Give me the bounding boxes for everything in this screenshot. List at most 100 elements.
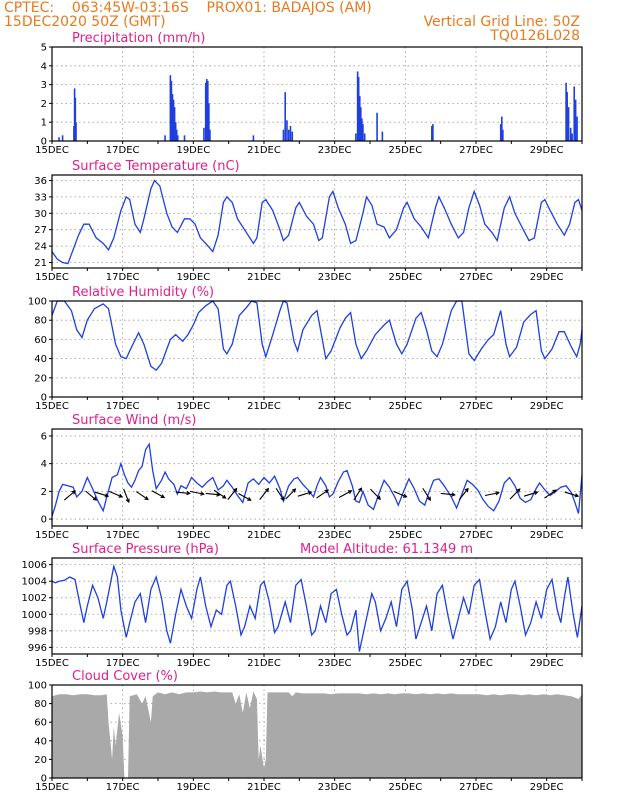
y-tick-label: 27 [34, 225, 47, 236]
header-grid-line: Vertical Grid Line: 50Z [424, 14, 580, 30]
precip-bar [355, 133, 357, 141]
precip-bar [58, 137, 60, 141]
x-tick-label: 17DEC [106, 782, 140, 793]
x-tick-label: 23DEC [318, 782, 352, 793]
wind-panel: 0 2 4 6 15DEC 17DEC 19DEC 21DEC 23DEC 25DEC 27DEC 2… [35, 413, 583, 541]
wind-direction-arrow [564, 491, 580, 498]
y-tick-label: 100 [28, 297, 47, 308]
precip-bar [173, 107, 176, 141]
wind-direction-arrow [136, 491, 149, 501]
plot-frame [51, 557, 583, 655]
precip-bar [207, 80, 209, 141]
wind-direction-arrow [227, 487, 238, 500]
precip-bar [183, 135, 186, 141]
precip-bar [172, 99, 175, 141]
x-tick-label: 21DEC [247, 401, 281, 412]
precip-bar [357, 77, 360, 141]
plot-frame [51, 300, 583, 398]
x-tick-label: 27DEC [459, 401, 493, 412]
precip-bar [205, 78, 208, 141]
wind-direction-arrow [205, 492, 221, 497]
x-tick-label: 23DEC [318, 272, 352, 283]
x-tick-label: 29DEC [530, 272, 564, 283]
model-altitude-label: Model Altitude: 61.1349 m [300, 542, 473, 557]
x-tick-label: 19DEC [176, 401, 210, 412]
x-tick-label: 19DEC [176, 272, 210, 283]
y-tick-label: 998 [28, 626, 47, 637]
wind-direction-arrow [213, 489, 227, 499]
y-tick-label: 36 [34, 176, 47, 187]
wind-direction-arrow [440, 492, 456, 497]
humidity-panel: 0 20 40 60 80 100 15DEC 17DEC 19DEC 21DEC 23DEC 25D… [28, 285, 583, 412]
x-tick-label: 17DEC [106, 145, 140, 156]
precip-bar [174, 122, 177, 141]
x-tick-label: 25DEC [388, 401, 422, 412]
y-tick-label: 6 [41, 431, 47, 442]
x-tick-label: 15DEC [35, 658, 69, 669]
x-tick-label: 29DEC [530, 658, 564, 669]
precip-bar [171, 94, 174, 141]
y-tick-label: 80 [34, 316, 47, 327]
x-tick-label: 23DEC [318, 530, 352, 541]
precip-bar [175, 129, 178, 141]
y-tick-label: 4 [41, 459, 47, 470]
precip-bar [284, 92, 286, 141]
precip-bar [574, 99, 577, 141]
x-tick-label: 19DEC [176, 658, 210, 669]
precip-bar [209, 129, 211, 141]
y-tick-label: 1000 [22, 610, 47, 621]
wind-direction-arrow [509, 488, 521, 500]
wind-direction-arrow [338, 490, 353, 498]
wind-direction-arrow [238, 493, 252, 501]
precip-bar [565, 82, 567, 141]
x-tick-label: 21DEC [247, 145, 281, 156]
plot-frame [51, 174, 583, 269]
x-tick-label: 23DEC [318, 658, 352, 669]
wind-direction-arrow [123, 488, 130, 504]
x-tick-label: 27DEC [459, 658, 493, 669]
precip-bar [176, 135, 179, 141]
x-tick-label: 15DEC [35, 782, 69, 793]
x-tick-label: 15DEC [35, 401, 69, 412]
y-tick-label: 80 [34, 699, 47, 710]
precip-bar [164, 135, 166, 141]
wind-direction-arrow [108, 490, 124, 498]
y-tick-label: 40 [34, 354, 47, 365]
precip-bar [499, 124, 502, 141]
x-tick-label: 27DEC [459, 145, 493, 156]
precip-bar [204, 82, 207, 141]
y-tick-label: 996 [28, 643, 47, 654]
y-tick-label: 1002 [22, 593, 47, 604]
precip-bar [567, 107, 570, 141]
cloud-cover-area [52, 691, 582, 778]
wind-direction-arrow [523, 490, 539, 497]
x-tick-label: 17DEC [106, 272, 140, 283]
header-model: TQ0126L028 [489, 28, 580, 44]
precipitation-panel: 0 1 2 3 4 5 15DEC 17DEC 19DEC 21DEC 23DEC 25DEC 27DE… [35, 31, 583, 156]
temperature-line [51, 179, 583, 265]
y-tick-label: 0 [41, 515, 47, 526]
humidity-line [51, 300, 583, 371]
wind-direction-arrow [151, 490, 166, 499]
precip-bar [358, 95, 361, 141]
precip-bar [576, 116, 578, 141]
x-tick-label: 27DEC [459, 272, 493, 283]
y-tick-label: 100 [28, 681, 47, 692]
wind-direction-arrow [370, 488, 381, 500]
precip-bar [286, 120, 288, 141]
x-tick-label: 23DEC [318, 401, 352, 412]
humidity-title: Relative Humidity (%) [72, 285, 214, 300]
precip-bar [252, 135, 255, 141]
y-tick-label: 3 [41, 80, 47, 91]
wind-direction-arrow [94, 491, 110, 498]
header-run-time: 15DEC2020 50Z (GMT) [4, 14, 166, 30]
pressure-line [51, 563, 583, 652]
precip-bar [569, 127, 572, 141]
wind-direction-arrow [189, 490, 205, 496]
precip-bar [566, 92, 568, 141]
precip-bar [203, 127, 205, 141]
wind-direction-arrow [458, 487, 469, 500]
precip-bar [282, 129, 285, 141]
x-tick-label: 19DEC [176, 530, 210, 541]
